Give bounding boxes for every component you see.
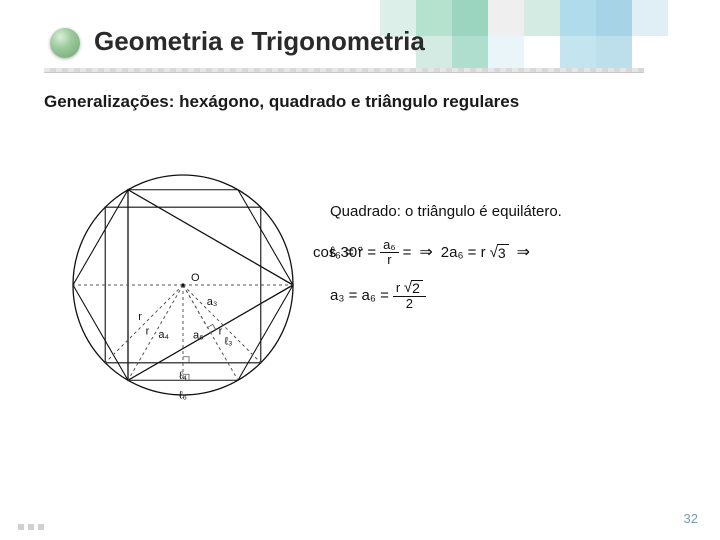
implies-icon: ⇒ xyxy=(419,242,432,262)
svg-text:ℓ₆: ℓ₆ xyxy=(179,389,187,401)
header-bar: Geometria e Trigonometria xyxy=(0,0,720,74)
two-a6-eq-r: 2a₆ = r xyxy=(441,244,486,261)
globe-icon xyxy=(50,28,80,58)
frac-num: r 2 xyxy=(393,280,426,297)
header-decoration xyxy=(380,0,720,74)
subtitle: Generalizações: hexágono, quadrado e tri… xyxy=(44,92,519,112)
slide: Geometria e Trigonometria Generalizações… xyxy=(0,0,720,540)
svg-text:a₆: a₆ xyxy=(193,330,204,342)
svg-text:ℓ₄: ℓ₄ xyxy=(179,370,188,382)
geometry-diagram: Orrra₆a₄a₃ℓ₆ℓ₄ℓ₃ xyxy=(48,150,318,420)
desc-a: Quadrado: o triângulo é equilátero. xyxy=(330,203,562,220)
frac-a6-over-r: a₆ r xyxy=(380,238,398,266)
math-line-2: a₃ = a₆ = r 2 2 xyxy=(330,280,700,310)
sqrt-2-icon: 2 xyxy=(404,280,423,296)
title-underline xyxy=(44,68,644,73)
page-number: 32 xyxy=(684,511,698,526)
svg-text:r: r xyxy=(146,326,150,338)
svg-text:r: r xyxy=(138,311,142,323)
cos30-label: cos 30° = xyxy=(313,244,376,261)
frac-r-over-2: r 2 2 xyxy=(393,280,426,310)
svg-text:ℓ₃: ℓ₃ xyxy=(225,336,233,348)
frac-num: a₆ xyxy=(380,238,398,253)
svg-text:O: O xyxy=(191,272,200,284)
math-line-1: ℓ₆ = r cos 30° = a₆ r = ⇒ 2a₆ = r 3 ⇒ xyxy=(330,238,700,266)
description-line: Quadrado: o triângulo é equilátero. xyxy=(330,200,700,224)
implies-icon: ⇒ xyxy=(517,242,530,262)
frac-den: 2 xyxy=(403,297,416,311)
sqrt-3-icon: 3 xyxy=(490,244,509,261)
eq-sign: = xyxy=(403,244,412,261)
svg-text:a₄: a₄ xyxy=(158,329,169,341)
page-title: Geometria e Trigonometria xyxy=(94,26,425,57)
sqrt-radicand: 2 xyxy=(411,280,423,296)
sqrt-radicand: 3 xyxy=(497,244,509,261)
r-text: r xyxy=(396,280,400,295)
svg-text:r: r xyxy=(219,326,223,338)
text-column: Quadrado: o triângulo é equilátero. ℓ₆ =… xyxy=(330,200,700,325)
svg-text:a₃: a₃ xyxy=(207,296,218,308)
a3-eq-a6: a₃ = a₆ = xyxy=(330,287,389,304)
footer-dots-icon xyxy=(18,524,44,530)
frac-den: r xyxy=(384,253,394,267)
